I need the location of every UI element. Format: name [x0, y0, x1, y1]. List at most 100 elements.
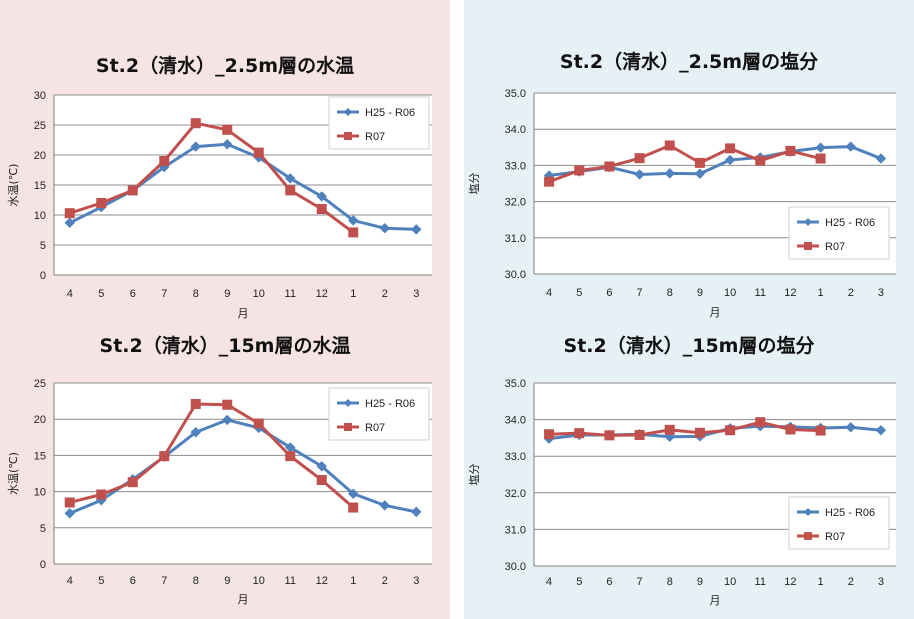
x-tick-label: 11 [285, 288, 296, 300]
legend-marker [804, 218, 812, 226]
y-tick-label: 20 [34, 414, 46, 426]
data-point [285, 451, 296, 462]
data-point [285, 185, 296, 196]
data-point [411, 224, 422, 235]
x-tick-label: 6 [130, 575, 136, 587]
data-point [96, 198, 107, 208]
x-tick-label: 12 [784, 576, 796, 588]
y-tick-label: 10 [34, 210, 46, 222]
data-point [348, 502, 359, 513]
x-tick-label: 4 [67, 575, 73, 587]
y-tick-label: 32.0 [505, 197, 526, 209]
x-tick-label: 6 [606, 576, 612, 588]
data-point [725, 425, 736, 436]
x-tick-label: 4 [546, 287, 552, 299]
data-point [724, 154, 736, 166]
x-tick-label: 8 [667, 576, 673, 588]
series-line-r07 [69, 121, 355, 234]
x-tick-label: 1 [350, 288, 356, 300]
x-tick-label: 4 [67, 288, 73, 300]
legend: H25 - R06 R07 [788, 206, 890, 260]
data-point [379, 500, 390, 511]
data-point [190, 427, 201, 438]
data-point [348, 227, 359, 238]
x-tick-label: 2 [848, 576, 854, 588]
y-tick-label: 33.0 [505, 160, 526, 172]
x-tick-label: 2 [382, 288, 388, 300]
data-point [845, 422, 856, 433]
data-point [634, 169, 645, 180]
legend-label: H25 - R06 [825, 217, 875, 229]
y-axis-label: 水温(℃) [7, 452, 20, 495]
x-tick-label: 12 [784, 287, 796, 299]
data-point [815, 425, 826, 436]
chart-salinity-2-5m: 30.031.032.033.034.035.04 5 6 7 8 9 10 11 12 1 2 3S… [467, 50, 896, 319]
data-point [64, 497, 75, 508]
y-tick-label: 34.0 [505, 415, 526, 427]
x-tick-label: 5 [98, 575, 104, 587]
data-point [222, 399, 233, 410]
x-tick-label: 7 [637, 576, 643, 588]
legend-label: R07 [825, 531, 845, 543]
data-point [190, 141, 201, 152]
series-line-r07 [69, 402, 355, 509]
legend-box [328, 96, 430, 150]
x-tick-label: 6 [130, 288, 136, 300]
data-point [253, 147, 264, 158]
data-point [64, 217, 75, 229]
data-point [664, 168, 675, 179]
data-point [316, 191, 327, 202]
x-tick-label: 3 [878, 576, 884, 588]
x-tick-label: 7 [161, 288, 167, 300]
legend-label: H25 - R06 [365, 107, 415, 119]
data-point [190, 398, 201, 409]
legend: H25 - R06 R07 [788, 496, 890, 550]
legend-box [788, 496, 890, 550]
x-tick-label: 1 [350, 575, 356, 587]
x-tick-label: 7 [637, 287, 643, 299]
chart-title: St.2（清水）_2.5m層の塩分 [560, 50, 818, 73]
x-axis-label: 月 [710, 594, 721, 607]
data-point [96, 489, 107, 500]
data-point [815, 142, 826, 153]
x-tick-label: 11 [285, 575, 296, 587]
data-point [755, 417, 766, 428]
x-tick-label: 8 [193, 288, 199, 300]
data-point [348, 215, 359, 226]
legend-marker [804, 242, 812, 250]
x-tick-label: 9 [224, 288, 230, 300]
data-point [694, 157, 705, 168]
data-point [379, 222, 390, 234]
legend: H25 - R06 R07 [328, 387, 430, 441]
x-tick-label: 3 [878, 287, 884, 299]
y-tick-label: 33.0 [505, 451, 526, 463]
data-point [285, 173, 296, 184]
data-point [348, 488, 359, 499]
data-point [316, 204, 327, 214]
data-point [64, 208, 75, 219]
x-tick-label: 7 [161, 575, 167, 587]
legend-box [328, 387, 430, 441]
data-point [785, 145, 796, 156]
y-tick-label: 5 [40, 523, 46, 535]
chart-salinity-15m: 30.031.032.033.034.035.04 5 6 7 8 9 10 11 12 1 2 3S… [467, 334, 896, 607]
data-point [127, 477, 138, 488]
chart-title: St.2（清水）_2.5m層の水温 [96, 54, 354, 77]
x-tick-label: 1 [818, 576, 824, 588]
data-point [64, 508, 75, 519]
y-tick-label: 10 [34, 487, 46, 499]
data-point [755, 155, 766, 166]
legend-label: H25 - R06 [365, 398, 415, 410]
data-point [222, 414, 233, 426]
data-point [574, 428, 585, 439]
y-tick-label: 31.0 [505, 524, 526, 536]
data-point [159, 451, 170, 462]
y-tick-label: 15 [34, 450, 46, 462]
x-tick-label: 5 [576, 287, 582, 299]
x-tick-label: 6 [606, 287, 612, 299]
y-tick-label: 15 [34, 180, 46, 192]
data-point [544, 429, 555, 440]
data-point [222, 138, 233, 150]
x-axis-label: 月 [710, 306, 721, 319]
